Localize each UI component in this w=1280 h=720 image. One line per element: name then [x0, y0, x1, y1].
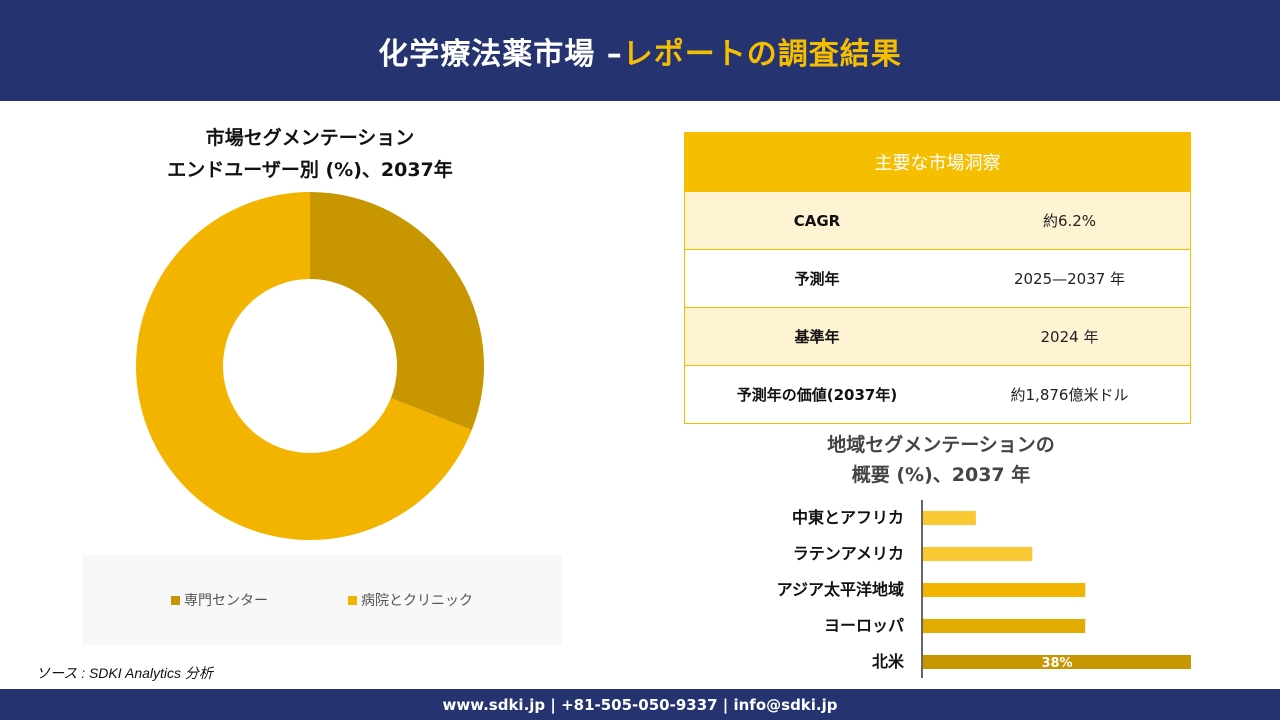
bar [923, 619, 1086, 633]
insights-label: 予測年の価値(2037年) [736, 386, 898, 404]
insights-row-base-year: 基準年 2024 年 [685, 307, 1190, 365]
bar-title-line2: 概要 (%)、2037 年 [851, 464, 1031, 486]
footer-contact: www.sdki.jp | +81-505-050-9337 | info@sd… [0, 689, 1280, 720]
donut-chart-title: 市場セグメンテーション エンドユーザー別 (%)、2037年 [150, 122, 470, 186]
insights-row-forecast-value: 予測年の価値(2037年) 約1,876億米ドル [685, 365, 1190, 423]
donut-legend: 専門センター 病院とクリニック [82, 555, 562, 645]
insights-row-cagr: CAGR 約6.2% [685, 191, 1190, 249]
donut-title-line1: 市場セグメンテーション [205, 127, 415, 149]
legend-label-hospitals-clinics: 病院とクリニック [361, 593, 473, 609]
insights-label: 基準年 [794, 328, 840, 346]
insights-label: 予測年 [794, 270, 840, 288]
insights-value: 約1,876億米ドル [1010, 386, 1129, 404]
insights-label: CAGR [793, 211, 841, 230]
insights-row-forecast-year: 予測年 2025—2037 年 [685, 249, 1190, 307]
legend-swatch-hospitals-clinics [348, 595, 357, 605]
bar [923, 547, 1033, 561]
legend-swatch-specialty-centers [171, 595, 180, 605]
bar [923, 511, 976, 525]
page-title: 化学療法薬市場 –レポートの調査結果 [378, 29, 901, 73]
bar [923, 655, 1191, 669]
page-title-main: 化学療法薬市場 – [378, 36, 623, 72]
bar-title-line1: 地域セグメンテーションの [827, 434, 1055, 456]
bar-category-label: アジア太平洋地域 [777, 580, 904, 599]
donut-slice-specialty-centers [310, 192, 484, 431]
header-banner: 化学療法薬市場 –レポートの調査結果 [0, 0, 1280, 101]
insights-value: 約6.2% [1042, 212, 1097, 230]
page-title-accent: レポートの調査結果 [622, 36, 902, 72]
bar-category-label: ラテンアメリカ [793, 544, 904, 563]
legend-label-specialty-centers: 専門センター [184, 593, 268, 609]
source-note: ソース : SDKI Analytics 分析 [36, 665, 213, 681]
insights-value: 2025—2037 年 [1013, 270, 1126, 288]
bar-data-label: 38% [1041, 656, 1072, 671]
bar [923, 583, 1086, 597]
bar-category-label: 中東とアフリカ [792, 508, 904, 527]
bar-chart-title: 地域セグメンテーションの 概要 (%)、2037 年 [776, 430, 1106, 490]
insights-table: 主要な市場洞察 CAGR 約6.2% 予測年 2025—2037 年 基準年 2… [684, 132, 1191, 424]
insights-value: 2024 年 [1040, 328, 1099, 346]
bar-category-label: ヨーロッパ [824, 616, 904, 635]
legend-item-hospitals-clinics: 病院とクリニック [348, 590, 473, 610]
bar-category-label: 北米 [872, 652, 905, 671]
donut-title-line2: エンドユーザー別 (%)、2037年 [167, 159, 453, 181]
donut-slice-hospitals-clinics [135, 192, 472, 540]
donut-chart [135, 192, 484, 540]
insights-heading: 主要な市場洞察 [685, 133, 1190, 191]
legend-item-specialty-centers: 専門センター [171, 590, 268, 610]
